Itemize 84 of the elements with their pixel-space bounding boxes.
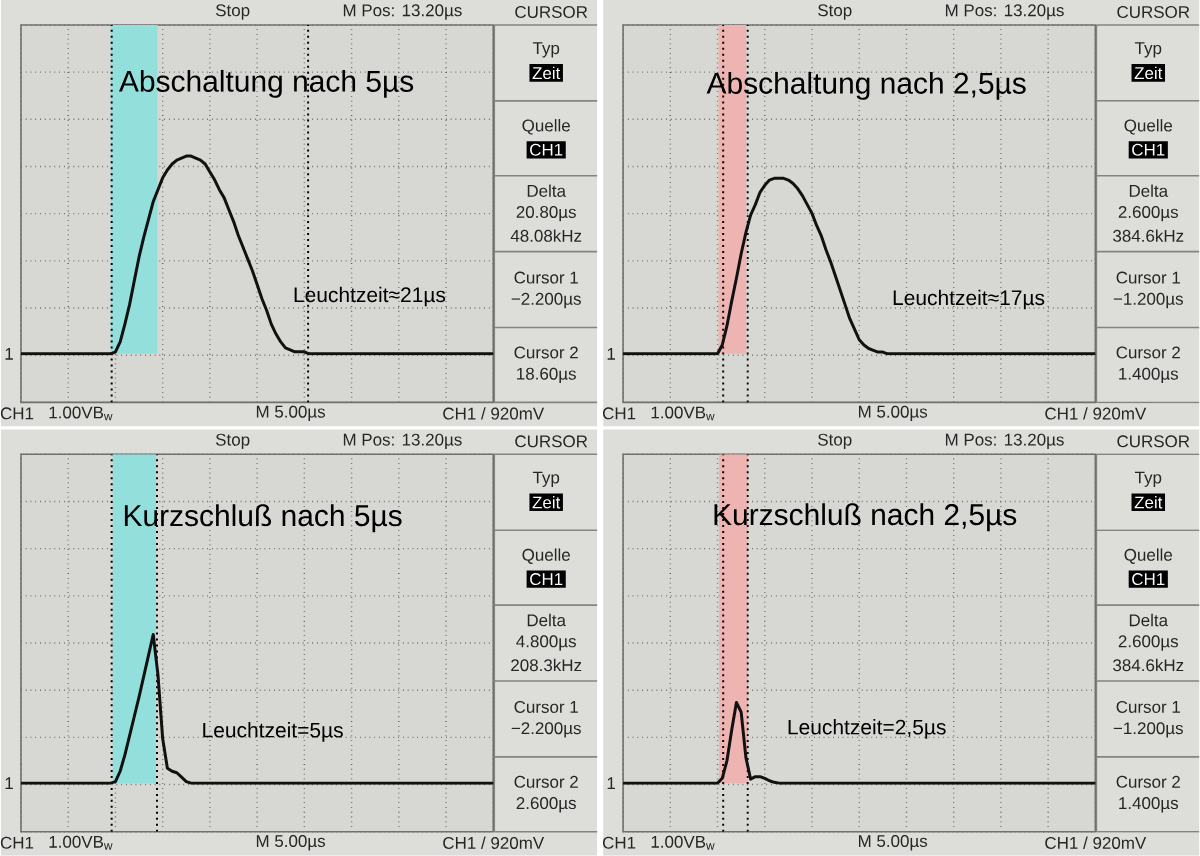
text: 1.00VB$_{w}$ bbox=[651, 406, 715, 421]
text: CH1 bbox=[1132, 573, 1165, 586]
text: M Pos: 13.20µs bbox=[945, 4, 1064, 20]
text: Zeit bbox=[1134, 496, 1163, 509]
text: CH1 / 920mV bbox=[443, 836, 545, 850]
text: 1.00VB$_{w}$ bbox=[49, 406, 113, 421]
text: −1.200µs bbox=[1113, 292, 1183, 309]
text: Stop bbox=[818, 4, 852, 20]
text: 2.600µs bbox=[1118, 635, 1179, 651]
text: Stop bbox=[818, 433, 852, 450]
text: −2.200µs bbox=[511, 292, 581, 309]
text: 48.08kHz bbox=[510, 229, 582, 243]
chart-title: Kurzschluß nach 5µs bbox=[124, 504, 402, 533]
text: 1.400µs bbox=[1119, 797, 1179, 813]
text: CH1 bbox=[602, 407, 636, 420]
text: 1.00VB$_{w}$ bbox=[651, 835, 715, 850]
text: CH1 bbox=[530, 573, 563, 586]
text: CH1 bbox=[1132, 143, 1165, 156]
text: 1 bbox=[5, 777, 13, 790]
annotation: Leuchtzeit=5µs bbox=[203, 722, 343, 742]
text: Cursor 1 bbox=[514, 271, 578, 284]
text: Typ bbox=[1134, 42, 1162, 58]
text: M Pos: 13.20µs bbox=[945, 433, 1064, 450]
text: −1.200µs bbox=[1113, 722, 1183, 738]
text: CH1 / 920mV bbox=[1045, 836, 1147, 850]
text: Stop bbox=[215, 433, 250, 450]
text: Cursor 2 bbox=[1116, 775, 1180, 788]
text: Delta bbox=[527, 184, 567, 198]
text: CURSOR bbox=[1117, 6, 1190, 19]
text: Zeit bbox=[532, 66, 561, 80]
annotation: Leuchtzeit=2,5µs bbox=[788, 719, 946, 739]
text: CH1 / 920mV bbox=[443, 407, 545, 420]
text: CURSOR bbox=[515, 435, 588, 448]
text: Typ bbox=[532, 471, 560, 488]
chart-title: Kurzschluß nach 2,5µs bbox=[714, 503, 1017, 532]
text: CH1 bbox=[0, 407, 34, 420]
text: Zeit bbox=[1134, 66, 1163, 80]
text: Cursor 2 bbox=[1116, 346, 1180, 359]
text: Cursor 2 bbox=[514, 346, 578, 359]
text: Cursor 1 bbox=[1116, 701, 1180, 714]
text: Zeit bbox=[532, 496, 561, 509]
text: M 5.00µs bbox=[256, 835, 326, 851]
text: M 5.00µs bbox=[858, 405, 928, 422]
text: Cursor 2 bbox=[514, 775, 578, 788]
text: CH1 bbox=[530, 143, 563, 156]
text: Quelle bbox=[522, 119, 570, 135]
text: Cursor 1 bbox=[1116, 271, 1180, 284]
text: 20.80µs bbox=[516, 206, 576, 222]
text: Typ bbox=[1134, 471, 1162, 488]
text: CH1 bbox=[0, 836, 34, 849]
text: Delta bbox=[527, 613, 567, 627]
text: 1.00VB$_{w}$ bbox=[49, 835, 113, 850]
text: Typ bbox=[532, 42, 560, 58]
text: M 5.00µs bbox=[256, 405, 326, 422]
text: M Pos: 13.20µs bbox=[343, 4, 462, 20]
text: CURSOR bbox=[1117, 435, 1190, 448]
text: Cursor 1 bbox=[514, 701, 578, 714]
text: 384.6kHz bbox=[1113, 229, 1184, 243]
text: 2.600µs bbox=[516, 797, 576, 813]
text: 18.60µs bbox=[517, 367, 576, 384]
text: Delta bbox=[1129, 184, 1169, 198]
text: 2.600µs bbox=[1118, 206, 1179, 222]
text: 1 bbox=[5, 348, 13, 360]
text: M Pos: 13.20µs bbox=[343, 433, 462, 450]
text: M 5.00µs bbox=[858, 835, 928, 851]
text: 384.6kHz bbox=[1113, 658, 1184, 672]
text: 4.800µs bbox=[516, 635, 576, 651]
text: CH1 / 920mV bbox=[1045, 407, 1147, 420]
text: CH1 bbox=[602, 836, 636, 849]
annotation: Leuchtzeit≈21µs bbox=[294, 286, 446, 307]
text: Quelle bbox=[522, 548, 570, 565]
chart-title: Abschaltung nach 2,5µs bbox=[706, 72, 1026, 100]
text: Stop bbox=[215, 4, 250, 20]
text: Quelle bbox=[1124, 548, 1173, 565]
text: 1.400µs bbox=[1119, 367, 1179, 384]
text: 1 bbox=[607, 777, 615, 790]
text: CURSOR bbox=[515, 6, 588, 19]
text: −2.200µs bbox=[511, 722, 581, 738]
text: 208.3kHz bbox=[511, 658, 582, 672]
text: Delta bbox=[1129, 613, 1169, 627]
text: Quelle bbox=[1124, 119, 1173, 135]
text: 1 bbox=[607, 348, 615, 360]
chart-title: Abschaltung nach 5µs bbox=[118, 70, 414, 98]
annotation: Leuchtzeit≈17µs bbox=[893, 289, 1045, 310]
